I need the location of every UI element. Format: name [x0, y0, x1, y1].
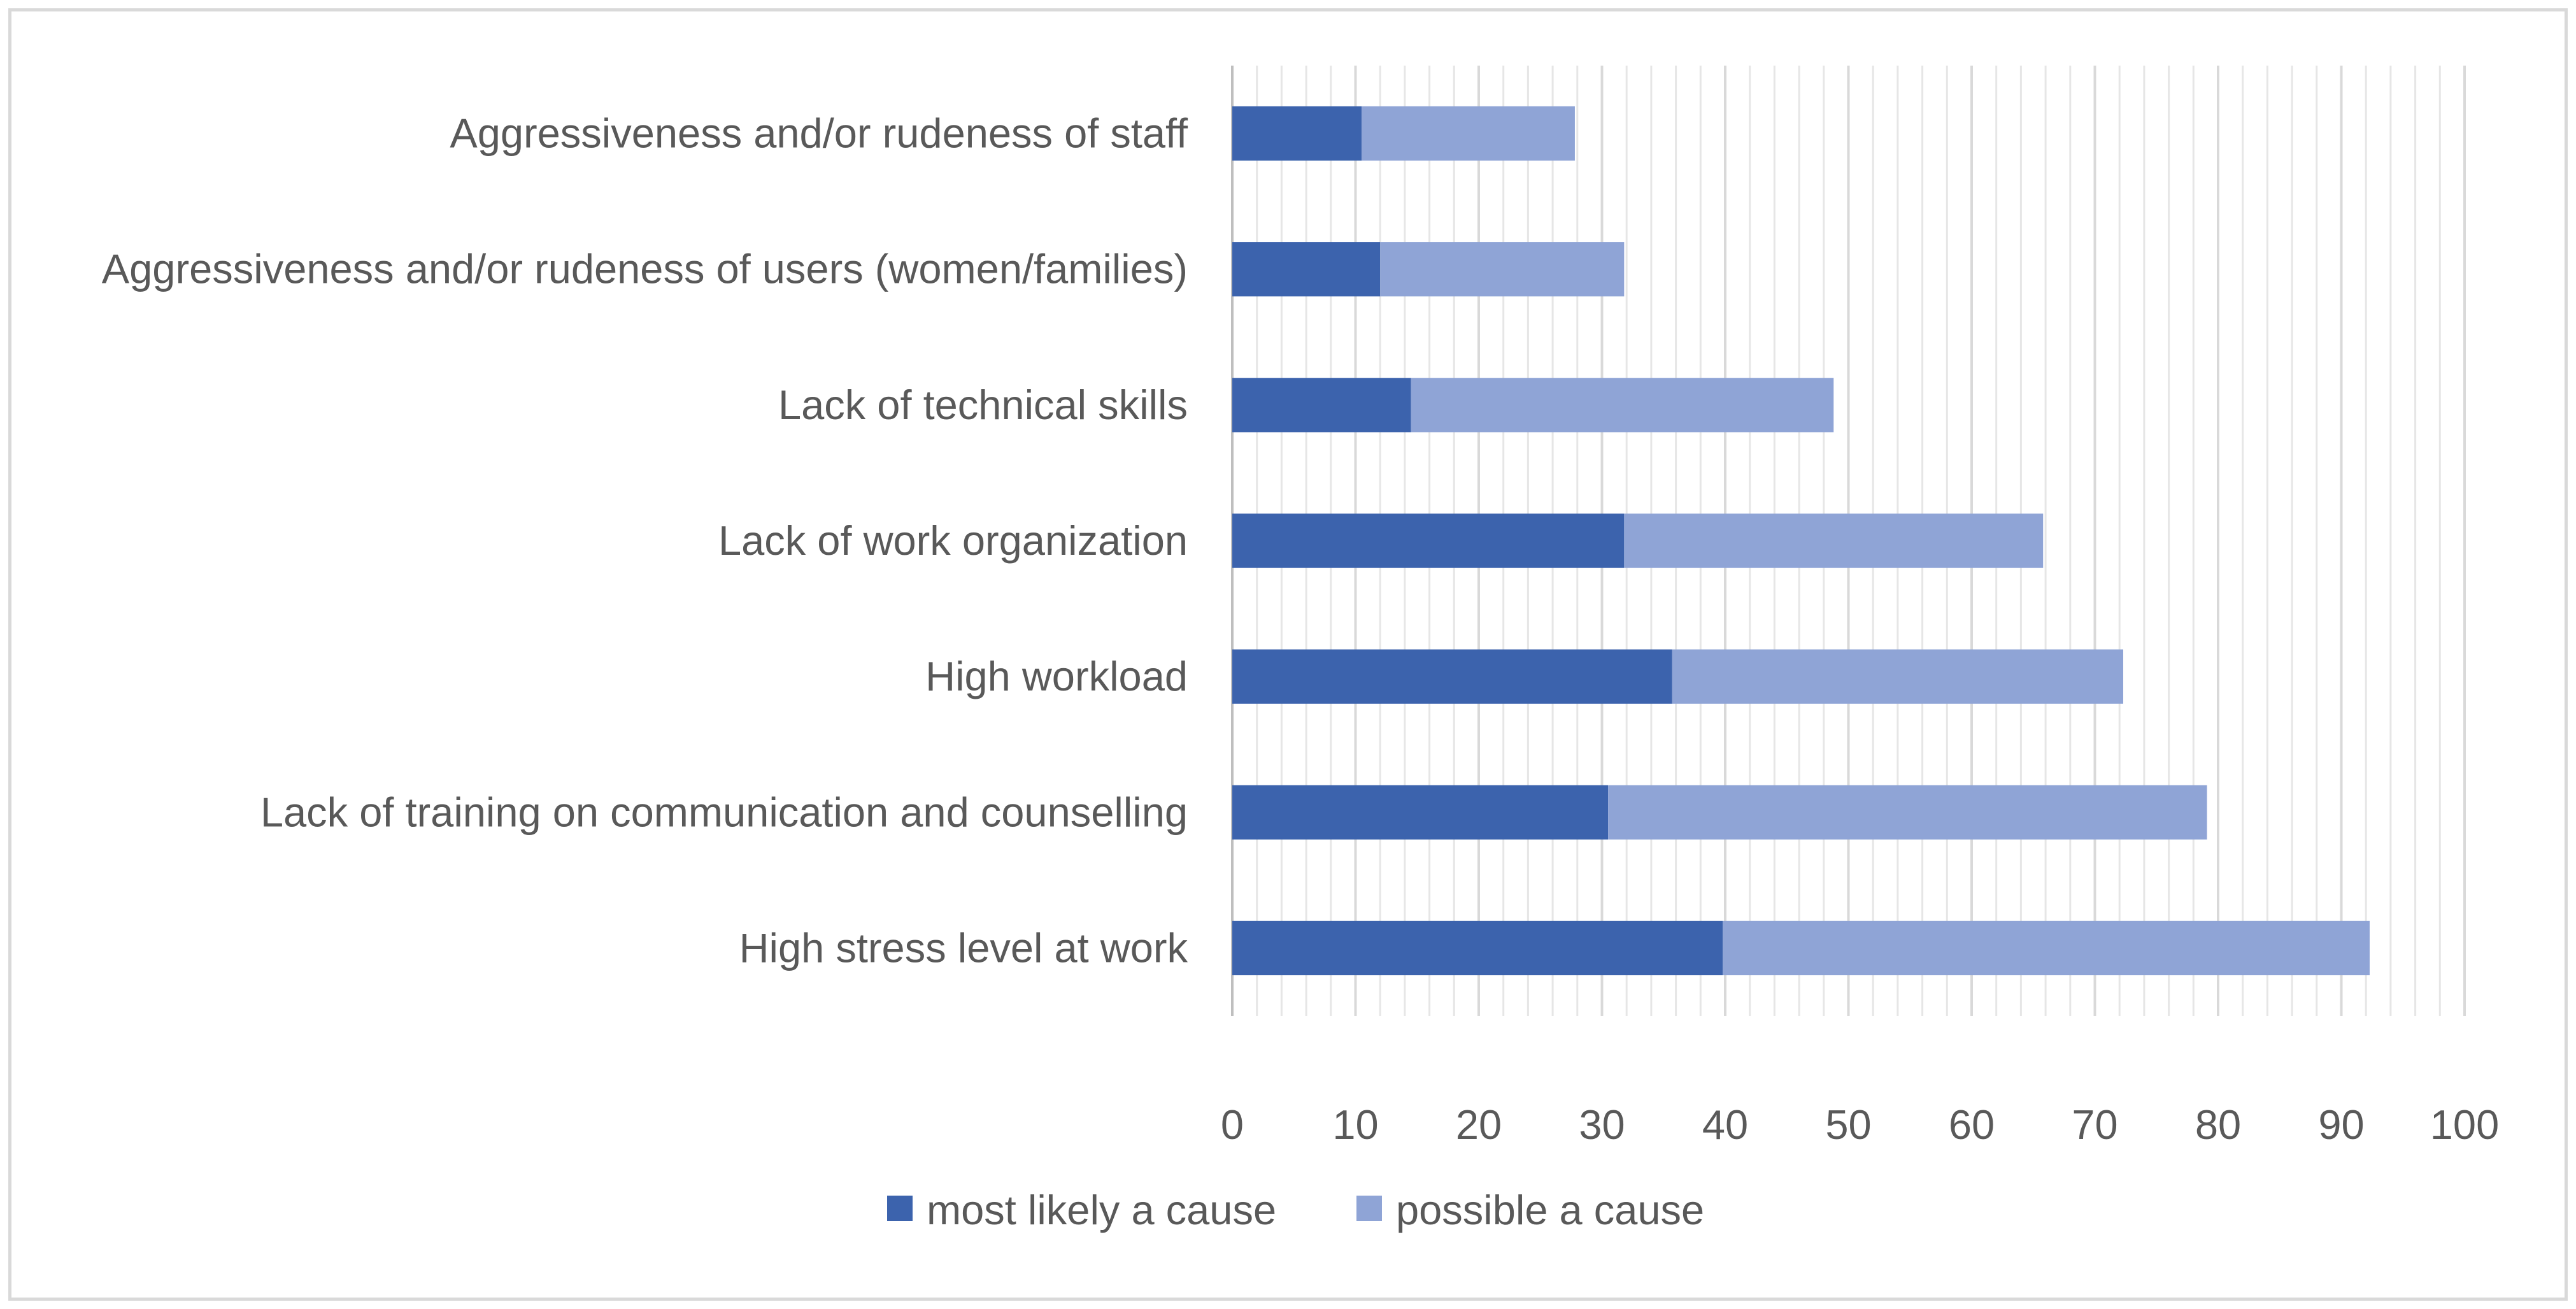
category-label: Lack of training on communication and co… — [260, 789, 1188, 835]
category-label: Aggressiveness and/or rudeness of users … — [102, 246, 1188, 292]
category-label: Aggressiveness and/or rudeness of staff — [450, 110, 1188, 157]
bar-possible-0 — [1362, 106, 1575, 161]
bar-possible-3 — [1624, 513, 2044, 568]
bar-most-likely-4 — [1232, 649, 1672, 704]
bar-most-likely-2 — [1232, 378, 1411, 433]
category-label: High stress level at work — [739, 924, 1188, 971]
bar-possible-1 — [1380, 242, 1625, 297]
x-tick-label: 90 — [2318, 1101, 2364, 1148]
legend-label-most-likely: most likely a cause — [927, 1187, 1276, 1233]
x-axis-ticks: 0 10 20 30 40 50 60 70 80 90 100 — [1221, 1101, 2499, 1148]
bar-possible-6 — [1723, 920, 2370, 976]
x-tick-label: 70 — [2072, 1101, 2117, 1148]
bar-most-likely-3 — [1232, 513, 1625, 568]
x-tick-label: 20 — [1456, 1101, 1502, 1148]
x-tick-label: 10 — [1332, 1101, 1378, 1148]
x-tick-label: 50 — [1825, 1101, 1871, 1148]
bar-most-likely-5 — [1232, 785, 1609, 840]
x-tick-label: 80 — [2195, 1101, 2241, 1148]
legend-label-possible: possible a cause — [1396, 1187, 1704, 1233]
x-tick-label: 0 — [1221, 1101, 1244, 1148]
legend-swatch-possible — [1356, 1196, 1382, 1221]
x-tick-label: 30 — [1579, 1101, 1625, 1148]
bar-possible-5 — [1608, 785, 2207, 840]
legend: most likely a cause possible a cause — [887, 1187, 1704, 1233]
legend-swatch-most-likely — [887, 1196, 913, 1221]
x-tick-label: 60 — [1949, 1101, 1995, 1148]
category-label: Lack of technical skills — [778, 382, 1188, 428]
bar-most-likely-0 — [1232, 106, 1362, 161]
bar-possible-4 — [1672, 649, 2124, 704]
category-label: High workload — [925, 653, 1188, 699]
x-tick-label: 40 — [1702, 1101, 1748, 1148]
bar-possible-2 — [1411, 378, 1834, 433]
x-tick-label: 100 — [2430, 1101, 2499, 1148]
category-labels: Aggressiveness and/or rudeness of staff A… — [102, 110, 1188, 971]
bars — [1232, 106, 2370, 976]
bar-most-likely-1 — [1232, 242, 1381, 297]
bar-most-likely-6 — [1232, 920, 1723, 976]
category-label: Lack of work organization — [718, 517, 1188, 564]
